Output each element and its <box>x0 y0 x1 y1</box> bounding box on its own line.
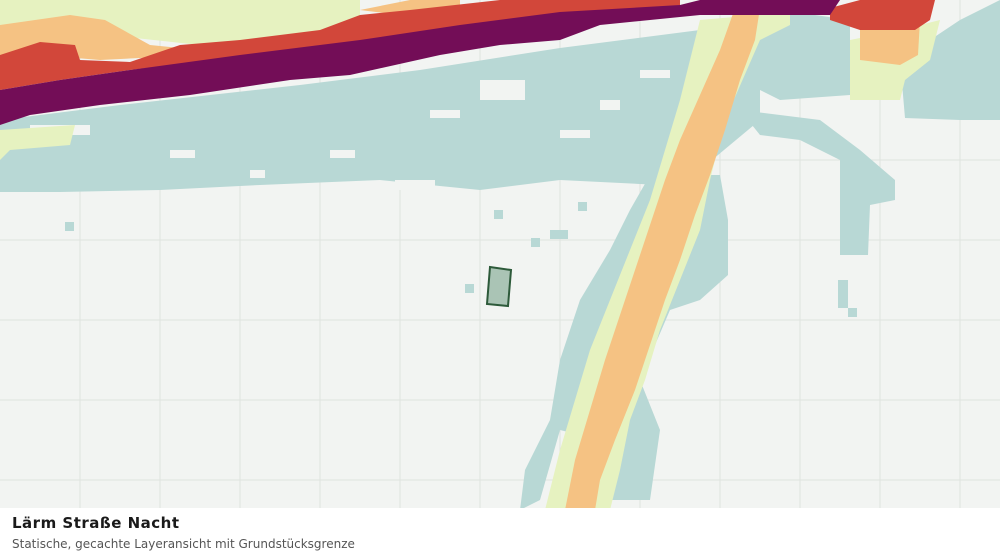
caption-panel: Lärm Straße Nacht Statische, gecachte La… <box>0 508 1000 560</box>
layer-subtitle: Statische, gecachte Layeransicht mit Gru… <box>12 537 355 551</box>
parcel-boundary <box>485 265 513 308</box>
layer-title: Lärm Straße Nacht <box>12 514 180 532</box>
noise-zone-very-high <box>0 0 840 125</box>
